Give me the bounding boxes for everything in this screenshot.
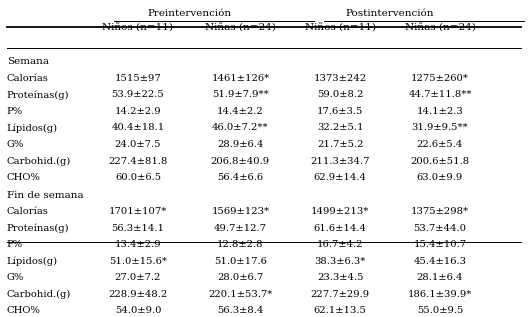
Text: 61.6±14.4: 61.6±14.4 [314, 224, 366, 233]
Text: 28.0±6.7: 28.0±6.7 [217, 273, 263, 282]
Text: 44.7±11.8**: 44.7±11.8** [408, 90, 472, 100]
Text: Proteínas(g): Proteínas(g) [7, 90, 69, 100]
Text: 227.4±81.8: 227.4±81.8 [108, 157, 167, 165]
Text: 63.0±9.9: 63.0±9.9 [417, 173, 463, 182]
Text: 54.0±9.0: 54.0±9.0 [115, 307, 161, 315]
Text: 40.4±18.1: 40.4±18.1 [111, 124, 165, 133]
Text: Lípidos(g): Lípidos(g) [7, 124, 58, 133]
Text: 28.1±6.4: 28.1±6.4 [417, 273, 463, 282]
Text: 227.7±29.9: 227.7±29.9 [310, 290, 370, 299]
Text: Niñas (n=24): Niñas (n=24) [205, 23, 276, 33]
Text: 51.9±7.9**: 51.9±7.9** [212, 90, 269, 100]
Text: 186.1±39.9*: 186.1±39.9* [408, 290, 472, 299]
Text: Lípidos(g): Lípidos(g) [7, 257, 58, 266]
Text: 14.4±2.2: 14.4±2.2 [217, 107, 264, 116]
Text: 60.0±6.5: 60.0±6.5 [115, 173, 161, 182]
Text: 53.7±44.0: 53.7±44.0 [413, 224, 466, 233]
Text: CHO%: CHO% [7, 173, 41, 182]
Text: 14.1±2.3: 14.1±2.3 [417, 107, 464, 116]
Text: 51.0±15.6*: 51.0±15.6* [109, 257, 167, 266]
Text: 59.0±8.2: 59.0±8.2 [317, 90, 363, 100]
Text: 211.3±34.7: 211.3±34.7 [310, 157, 370, 165]
Text: 28.9±6.4: 28.9±6.4 [217, 140, 263, 149]
Text: 17.6±3.5: 17.6±3.5 [317, 107, 363, 116]
Text: G%: G% [7, 273, 24, 282]
Text: 32.2±5.1: 32.2±5.1 [317, 124, 363, 133]
Text: 62.9±14.4: 62.9±14.4 [314, 173, 366, 182]
Text: 56.3±14.1: 56.3±14.1 [111, 224, 164, 233]
Text: 46.0±7.2**: 46.0±7.2** [212, 124, 269, 133]
Text: 56.3±8.4: 56.3±8.4 [217, 307, 263, 315]
Text: G%: G% [7, 140, 24, 149]
Text: Calorías: Calorías [7, 74, 49, 83]
Text: 12.8±2.8: 12.8±2.8 [217, 240, 263, 249]
Text: Niñas (n=24): Niñas (n=24) [404, 23, 475, 33]
Text: 16.7±4.2: 16.7±4.2 [317, 240, 363, 249]
Text: 14.2±2.9: 14.2±2.9 [115, 107, 161, 116]
Text: 31.9±9.5**: 31.9±9.5** [411, 124, 468, 133]
Text: 1569±123*: 1569±123* [211, 207, 269, 216]
Text: P%: P% [7, 107, 23, 116]
Text: Semana: Semana [7, 57, 49, 66]
Text: 1515±97: 1515±97 [115, 74, 162, 83]
Text: 62.1±13.5: 62.1±13.5 [314, 307, 366, 315]
Text: 206.8±40.9: 206.8±40.9 [211, 157, 270, 165]
Text: 45.4±16.3: 45.4±16.3 [413, 257, 466, 266]
Text: Preintervención: Preintervención [147, 9, 231, 18]
Text: 1499±213*: 1499±213* [311, 207, 370, 216]
Text: Fin de semana: Fin de semana [7, 191, 83, 200]
Text: Niños (n=11): Niños (n=11) [102, 23, 173, 33]
Text: 24.0±7.5: 24.0±7.5 [115, 140, 161, 149]
Text: 27.0±7.2: 27.0±7.2 [115, 273, 161, 282]
Text: 53.9±22.5: 53.9±22.5 [111, 90, 164, 100]
Text: 49.7±12.7: 49.7±12.7 [214, 224, 267, 233]
Text: Carbohid.(g): Carbohid.(g) [7, 290, 71, 299]
Text: P%: P% [7, 240, 23, 249]
Text: 15.4±10.7: 15.4±10.7 [413, 240, 467, 249]
Text: Postintervención: Postintervención [346, 9, 435, 18]
Text: CHO%: CHO% [7, 307, 41, 315]
Text: 38.3±6.3*: 38.3±6.3* [315, 257, 366, 266]
Text: 1461±126*: 1461±126* [211, 74, 269, 83]
Text: 23.3±4.5: 23.3±4.5 [317, 273, 363, 282]
Text: 1375±298*: 1375±298* [411, 207, 469, 216]
Text: Calorías: Calorías [7, 207, 49, 216]
Text: 55.0±9.5: 55.0±9.5 [417, 307, 463, 315]
Text: 228.9±48.2: 228.9±48.2 [108, 290, 167, 299]
Text: 1701±107*: 1701±107* [109, 207, 167, 216]
Text: 13.4±2.9: 13.4±2.9 [115, 240, 161, 249]
Text: 51.0±17.6: 51.0±17.6 [214, 257, 267, 266]
Text: 1373±242: 1373±242 [314, 74, 367, 83]
Text: Niños (n=11): Niños (n=11) [305, 23, 375, 33]
Text: Carbohid.(g): Carbohid.(g) [7, 157, 71, 166]
Text: 220.1±53.7*: 220.1±53.7* [208, 290, 272, 299]
Text: 200.6±51.8: 200.6±51.8 [410, 157, 469, 165]
Text: Proteínas(g): Proteínas(g) [7, 224, 69, 233]
Text: 1275±260*: 1275±260* [411, 74, 469, 83]
Text: 22.6±5.4: 22.6±5.4 [417, 140, 463, 149]
Text: 21.7±5.2: 21.7±5.2 [317, 140, 363, 149]
Text: 56.4±6.6: 56.4±6.6 [218, 173, 263, 182]
